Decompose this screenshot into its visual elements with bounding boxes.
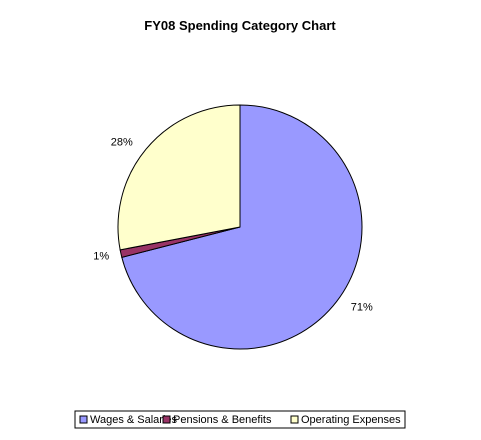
legend-frame	[74, 410, 406, 429]
slice-label-operating-expenses: 28%	[111, 137, 133, 149]
legend-label-wages-and-salaries: Wages & Salaries	[90, 414, 178, 426]
pie-slice-wages-and-salaries	[121, 104, 363, 350]
slice-label-pensions-and-benefits: 1%	[93, 250, 109, 262]
chart-title: FY08 Spending Category Chart	[144, 18, 336, 33]
pie-slice-operating-expenses	[117, 104, 241, 251]
slice-label-wages-and-salaries: 71%	[351, 302, 373, 314]
legend-swatch-wages-and-salaries	[79, 415, 88, 424]
legend-label-pensions-and-benefits: Pensions & Benefits	[173, 414, 272, 426]
legend-swatch-operating-expenses	[290, 415, 299, 424]
pie-slice-labels: 71% 1% 28%	[93, 137, 373, 314]
pie-slices	[117, 104, 363, 350]
legend-label-operating-expenses: Operating Expenses	[301, 414, 401, 426]
legend-swatch-pensions-and-benefits	[162, 415, 171, 424]
